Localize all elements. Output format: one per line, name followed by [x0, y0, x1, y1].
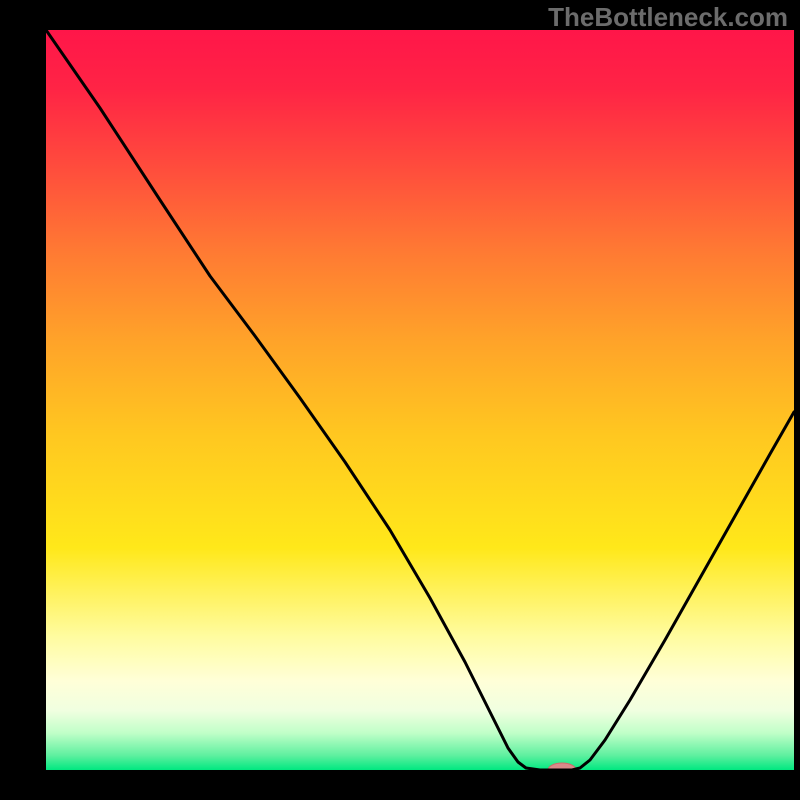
frame-right: [794, 0, 800, 800]
watermark-text: TheBottleneck.com: [548, 2, 788, 32]
bottleneck-chart: TheBottleneck.com: [0, 0, 800, 800]
frame-bottom: [0, 770, 800, 800]
heatmap-background: [46, 30, 794, 770]
frame-left: [0, 0, 46, 800]
